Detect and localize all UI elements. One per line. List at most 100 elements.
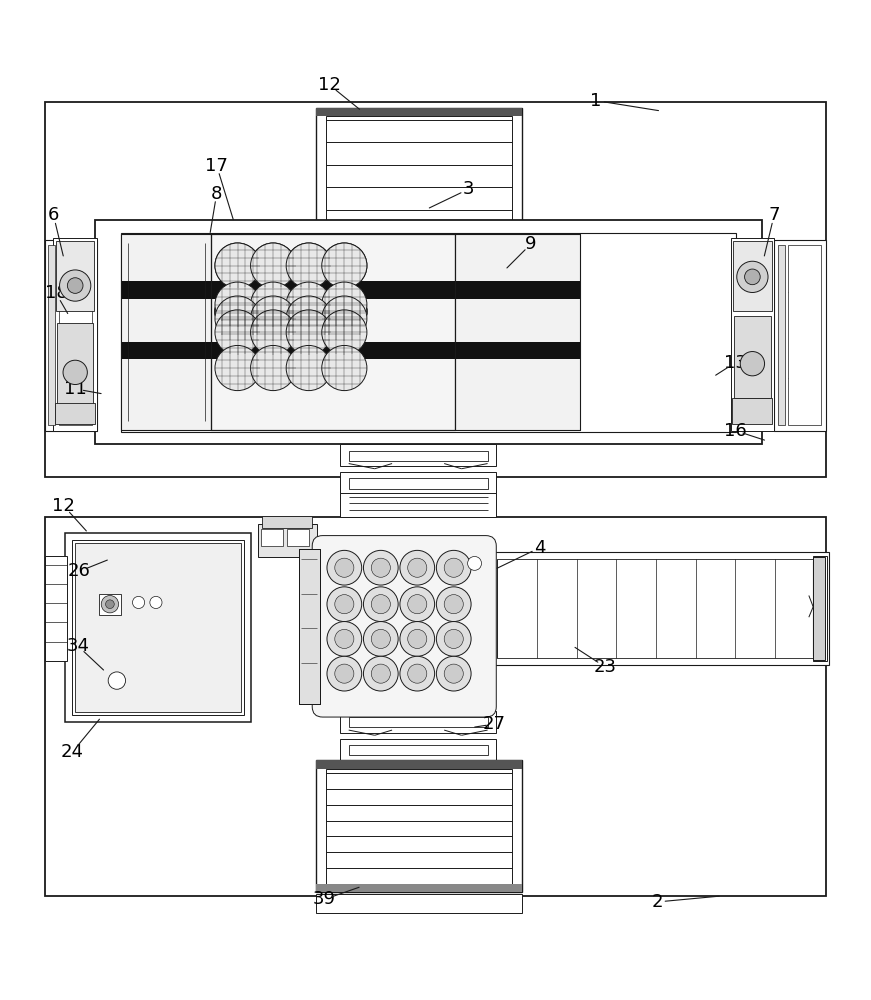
Bar xyxy=(57,323,93,405)
Circle shape xyxy=(363,656,398,691)
Circle shape xyxy=(334,629,354,648)
Bar xyxy=(348,290,488,306)
Circle shape xyxy=(215,243,260,288)
Bar xyxy=(788,245,821,425)
Circle shape xyxy=(745,269,760,285)
Text: 34: 34 xyxy=(66,637,90,655)
Bar xyxy=(262,516,312,528)
Circle shape xyxy=(150,596,162,609)
Circle shape xyxy=(321,289,367,334)
Bar xyxy=(212,281,455,299)
Bar xyxy=(733,241,772,311)
Bar xyxy=(774,240,827,431)
Circle shape xyxy=(67,278,83,293)
Bar xyxy=(121,234,212,430)
Circle shape xyxy=(251,282,296,327)
Bar xyxy=(340,493,496,517)
Text: 1: 1 xyxy=(591,92,602,110)
Bar xyxy=(462,342,514,361)
Circle shape xyxy=(400,550,435,585)
Text: 39: 39 xyxy=(313,890,336,908)
Circle shape xyxy=(363,550,398,585)
Circle shape xyxy=(400,587,435,622)
Circle shape xyxy=(215,296,260,341)
Circle shape xyxy=(740,352,765,376)
Bar xyxy=(315,277,523,286)
Circle shape xyxy=(251,296,296,341)
Circle shape xyxy=(321,282,367,327)
Circle shape xyxy=(105,600,114,609)
Circle shape xyxy=(371,595,390,614)
Circle shape xyxy=(287,296,331,341)
Circle shape xyxy=(251,289,296,334)
Circle shape xyxy=(101,596,118,613)
Bar xyxy=(56,241,94,311)
Circle shape xyxy=(287,289,331,334)
Circle shape xyxy=(371,629,390,648)
Circle shape xyxy=(59,270,91,301)
Circle shape xyxy=(215,310,260,355)
Circle shape xyxy=(108,672,125,689)
Circle shape xyxy=(215,289,260,334)
Circle shape xyxy=(436,550,471,585)
Text: 13: 13 xyxy=(724,354,746,372)
Text: 4: 4 xyxy=(534,539,545,557)
Bar xyxy=(44,556,66,661)
Circle shape xyxy=(215,289,260,334)
Circle shape xyxy=(287,243,331,288)
Bar xyxy=(300,549,320,704)
Bar xyxy=(44,240,97,431)
Circle shape xyxy=(444,558,463,577)
Circle shape xyxy=(363,622,398,656)
Bar xyxy=(733,398,773,424)
Circle shape xyxy=(132,596,145,609)
Bar xyxy=(55,403,95,424)
Text: 12: 12 xyxy=(318,76,341,94)
Bar xyxy=(121,233,736,432)
Text: 6: 6 xyxy=(48,206,59,224)
Circle shape xyxy=(334,664,354,683)
Bar xyxy=(340,711,496,733)
Circle shape xyxy=(321,345,367,391)
Circle shape xyxy=(327,656,361,691)
Text: 3: 3 xyxy=(463,180,474,198)
Circle shape xyxy=(444,595,463,614)
Circle shape xyxy=(287,282,331,327)
Circle shape xyxy=(215,243,260,288)
Circle shape xyxy=(251,310,296,355)
Bar xyxy=(348,745,488,755)
Circle shape xyxy=(400,656,435,691)
Bar xyxy=(121,234,212,430)
Bar xyxy=(455,342,579,359)
Bar xyxy=(734,316,771,398)
Circle shape xyxy=(251,289,296,334)
Bar xyxy=(340,286,496,312)
Circle shape xyxy=(436,656,471,691)
Text: 11: 11 xyxy=(64,380,86,398)
Bar xyxy=(455,281,579,299)
Bar xyxy=(814,556,827,661)
Circle shape xyxy=(444,629,463,648)
Bar xyxy=(315,894,523,913)
Bar xyxy=(340,739,496,760)
Circle shape xyxy=(321,289,367,334)
Bar xyxy=(348,451,488,461)
Bar xyxy=(315,884,523,892)
Circle shape xyxy=(408,595,427,614)
Circle shape xyxy=(334,595,354,614)
Text: 12: 12 xyxy=(52,497,75,515)
Circle shape xyxy=(468,556,482,570)
Circle shape xyxy=(287,289,331,334)
Bar xyxy=(75,543,241,712)
Bar xyxy=(497,559,815,658)
Circle shape xyxy=(287,345,331,391)
Circle shape xyxy=(327,587,361,622)
Circle shape xyxy=(321,243,367,288)
Bar xyxy=(53,238,97,431)
Circle shape xyxy=(321,296,367,341)
Bar xyxy=(287,529,308,546)
Text: 26: 26 xyxy=(68,562,91,580)
Text: 27: 27 xyxy=(483,715,506,733)
Text: 9: 9 xyxy=(525,235,537,253)
Circle shape xyxy=(251,243,296,288)
